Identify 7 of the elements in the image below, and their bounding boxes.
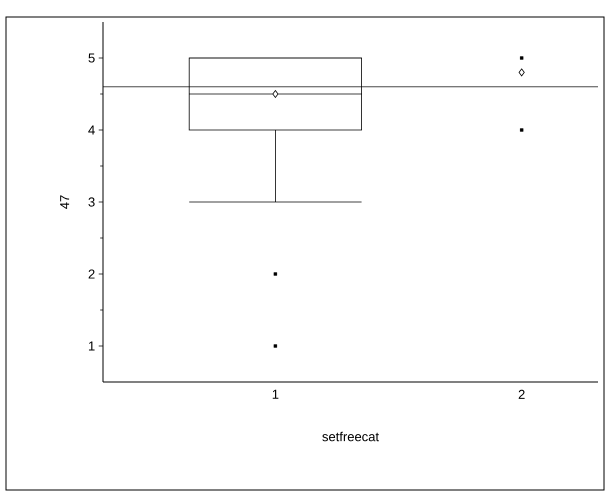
y-tick-label: 4	[88, 126, 95, 134]
y-tick-label: 1	[88, 342, 95, 350]
y-tick-label: 2	[88, 269, 95, 279]
y-axis-title: 47	[60, 195, 70, 209]
y-tick-label: 5	[88, 53, 95, 63]
x-axis-title: setfreecat	[322, 432, 379, 442]
y-tick-label: 3	[88, 197, 95, 207]
